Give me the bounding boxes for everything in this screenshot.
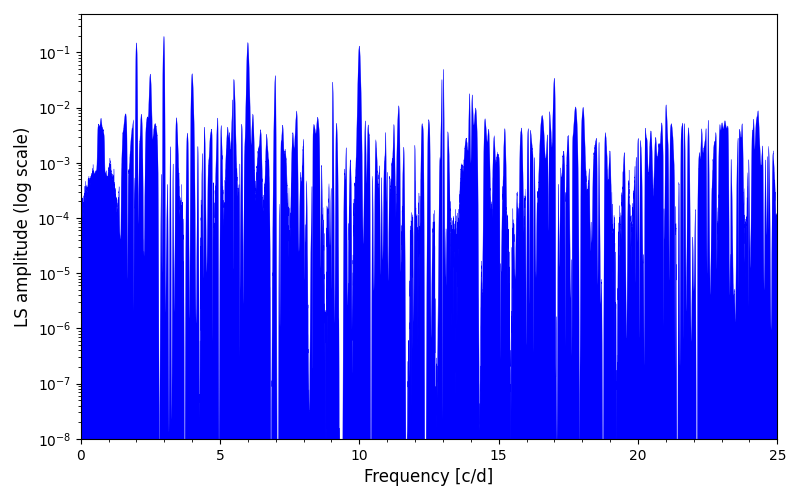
X-axis label: Frequency [c/d]: Frequency [c/d] xyxy=(364,468,494,486)
Y-axis label: LS amplitude (log scale): LS amplitude (log scale) xyxy=(14,126,32,326)
